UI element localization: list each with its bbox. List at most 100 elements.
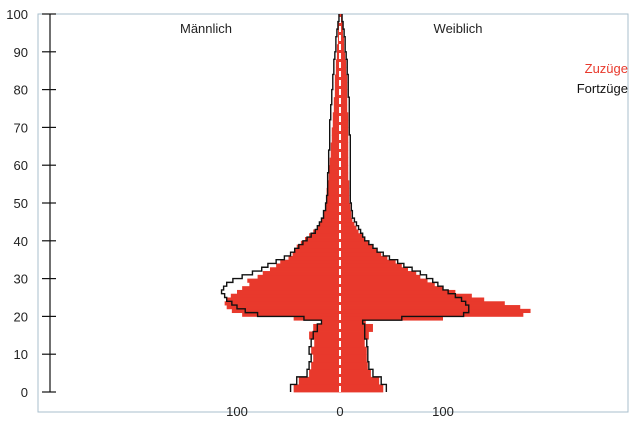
bar-male-age-8 <box>313 354 340 363</box>
bar-male-age-18 <box>321 320 340 325</box>
right-side-label: Weiblich <box>434 21 483 36</box>
bar-female-age-45 <box>340 218 353 223</box>
bar-female-age-41 <box>340 233 363 238</box>
bar-female-age-25 <box>340 293 472 298</box>
y-tick-label-30: 30 <box>14 272 28 287</box>
bar-male-age-43 <box>317 225 340 230</box>
bar-male-age-22 <box>226 305 340 310</box>
x-tick-label-2: 100 <box>432 404 454 419</box>
bar-male-age-44 <box>319 221 340 227</box>
y-tick-label-90: 90 <box>14 45 28 60</box>
outline-female <box>341 14 470 392</box>
y-axis-ticks: 0 10 20 30 40 50 60 70 80 90 100 <box>6 7 56 400</box>
bar-female-age-10 <box>340 346 367 355</box>
bar-male-age-26 <box>237 289 340 295</box>
bar-female-age-38 <box>340 244 373 249</box>
bar-male-age-86 <box>335 59 340 68</box>
bar-female-age-12 <box>340 339 365 348</box>
bar-female-age-76 <box>340 97 348 106</box>
bar-male-age-60 <box>329 157 340 166</box>
bar-female-age-60 <box>340 157 349 166</box>
bar-female-age-66 <box>340 134 349 143</box>
bar-male-age-88 <box>336 51 340 60</box>
bar-male-age-68 <box>331 127 340 136</box>
bar-male-age-29 <box>247 278 340 283</box>
bar-male-age-84 <box>335 66 340 75</box>
y-tick-label-20: 20 <box>14 309 28 324</box>
bar-female-age-32 <box>340 267 408 272</box>
bar-female-age-68 <box>340 127 349 136</box>
bar-female-age-62 <box>340 150 349 159</box>
bar-female-age-58 <box>340 165 349 174</box>
bar-male-age-12 <box>314 339 340 348</box>
bar-female-age-26 <box>340 289 456 295</box>
bar-female-age-96 <box>340 21 344 30</box>
bar-male-age-30 <box>257 274 340 279</box>
bar-female-age-23 <box>340 301 505 306</box>
y-tick-label-40: 40 <box>14 234 28 249</box>
bar-female-age-80 <box>340 82 348 90</box>
bar-male-age-80 <box>334 82 340 90</box>
legend-entry-zuzuege: Zuzüge <box>585 61 628 76</box>
bar-female-age-54 <box>340 180 350 189</box>
bar-male-age-48 <box>325 203 340 211</box>
bar-female-age-18 <box>340 320 366 325</box>
bar-female-age-86 <box>340 59 347 68</box>
bar-male-age-78 <box>334 89 340 98</box>
bar-female-age-21 <box>340 308 531 314</box>
bar-female-age-64 <box>340 142 349 151</box>
bar-female-age-70 <box>340 119 349 128</box>
bar-male-age-56 <box>328 172 340 181</box>
bar-male-age-90 <box>336 44 340 53</box>
x-axis-ticks: 100 0 100 <box>226 404 454 419</box>
bar-female-age-50 <box>340 195 350 204</box>
bar-male-age-25 <box>230 293 340 298</box>
bar-male-age-52 <box>326 187 340 196</box>
bar-male-age-66 <box>331 134 340 143</box>
y-tick-label-100: 100 <box>6 7 28 22</box>
bar-female-age-40 <box>340 237 365 242</box>
bar-female-age-35 <box>340 255 388 261</box>
bar-male-age-82 <box>334 74 340 83</box>
bar-female-age-16 <box>340 323 373 332</box>
bar-male-age-32 <box>269 267 340 272</box>
bar-female-age-6 <box>340 361 368 370</box>
bar-male-age-50 <box>326 195 340 204</box>
bar-female-age-2 <box>340 376 380 385</box>
y-tick-label-80: 80 <box>14 83 28 98</box>
bar-female-age-29 <box>340 278 428 283</box>
bar-male-age-23 <box>224 301 340 306</box>
bar-male-age-14 <box>309 331 340 340</box>
bar-female-age-94 <box>340 29 344 38</box>
bar-female-age-4 <box>340 369 371 378</box>
bar-male-age-36 <box>292 252 340 257</box>
bar-male-age-70 <box>332 119 340 128</box>
bar-female-age-28 <box>340 282 435 287</box>
bar-male-age-37 <box>294 248 340 253</box>
bar-male-age-58 <box>328 165 340 174</box>
bar-female-age-48 <box>340 203 351 211</box>
y-tick-label-0: 0 <box>21 385 28 400</box>
bar-male-age-74 <box>333 104 340 113</box>
bar-male-age-40 <box>304 237 340 242</box>
bar-female-age-84 <box>340 66 347 75</box>
bar-male-age-16 <box>313 323 340 332</box>
bar-male-age-92 <box>337 36 340 45</box>
bar-female-age-56 <box>340 172 349 181</box>
bar-female-age-27 <box>340 286 443 291</box>
bar-male-age-33 <box>276 263 340 268</box>
bar-male-age-62 <box>330 150 340 159</box>
bar-male-age-46 <box>323 210 340 219</box>
bar-male-age-27 <box>242 286 340 291</box>
bar-male-age-64 <box>330 142 340 151</box>
bar-male-age-96 <box>337 21 340 30</box>
bar-male-age-0 <box>293 384 340 393</box>
left-side-label: Männlich <box>180 21 232 36</box>
x-tick-label-0: 100 <box>226 404 248 419</box>
x-tick-label-1: 0 <box>336 404 343 419</box>
bar-female-age-72 <box>340 112 349 121</box>
fortzuege-outline <box>220 14 470 392</box>
bar-female-age-46 <box>340 210 352 219</box>
bar-female-age-78 <box>340 89 348 98</box>
